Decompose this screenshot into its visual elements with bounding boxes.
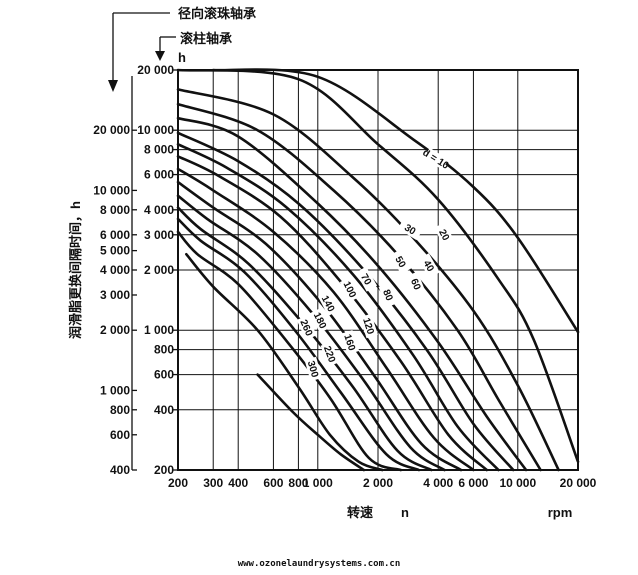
y-tick-label-ball: 3 000 <box>100 288 130 302</box>
roller-bearing-label: 滚柱轴承 <box>180 31 232 46</box>
y-tick-label-ball: 400 <box>110 463 130 477</box>
curve-label: 220 <box>321 345 337 365</box>
curve-label-bg <box>406 271 426 297</box>
curve-d-20 <box>176 68 580 463</box>
curve-d-260 <box>185 252 384 472</box>
curve-label: 40 <box>421 259 436 275</box>
y-ticks-roller: 200 400 600 800 1 000 2 000 3 000 4 000 6 000 8 0… <box>137 63 178 477</box>
x-tick-label: 20 000 <box>560 476 597 490</box>
x-tick-label: 6 000 <box>458 476 488 490</box>
curve-label: 80 <box>380 288 395 303</box>
curve-label-bg <box>320 341 340 367</box>
curve-label-bg <box>418 253 440 279</box>
y-tick-label-ball: 8 000 <box>100 203 130 217</box>
x-tick-label: 300 <box>203 476 223 490</box>
curve-d-80 <box>176 155 489 472</box>
curve-label: 120 <box>360 317 376 337</box>
curve-d-100 <box>176 167 475 472</box>
y-tick-label-roller: 20 000 <box>137 63 174 77</box>
x-tick-label: 1 000 <box>303 476 333 490</box>
curve-label: 50 <box>392 255 407 271</box>
y-axis-title: 润滑脂更换间隔时间，h <box>68 201 83 339</box>
x-tick-label: 2 000 <box>363 476 393 490</box>
y-tick-label-roller: 4 000 <box>144 203 174 217</box>
x-axis-unit: rpm <box>548 505 573 520</box>
x-tick-label: 4 000 <box>423 476 453 490</box>
y-tick-label-ball: 1 000 <box>100 383 130 397</box>
y-tick-label-ball: 2 000 <box>100 323 130 337</box>
y-tick-label-roller: 3 000 <box>144 228 174 242</box>
x-tick-label: 10 000 <box>499 476 536 490</box>
y-tick-label-ball: 20 000 <box>93 123 130 137</box>
y-tick-label-roller: 10 000 <box>137 123 174 137</box>
y-tick-label-roller: 8 000 <box>144 143 174 157</box>
curve-d-160 <box>176 206 433 472</box>
y-tick-label-ball: 6 000 <box>100 228 130 242</box>
curve-label-bg <box>378 282 398 308</box>
y-tick-label-roller: 200 <box>154 463 174 477</box>
roller-bearing-arrow-icon <box>155 51 165 61</box>
y-tick-label-ball: 10 000 <box>93 183 130 197</box>
curve-label-bg <box>339 276 361 302</box>
curve-label-bg <box>310 307 331 333</box>
x-tick-label: 200 <box>168 476 188 490</box>
curve-label: 160 <box>341 333 357 353</box>
y-tick-label-roller: 800 <box>154 343 174 357</box>
y-tick-label-ball: 600 <box>110 428 130 442</box>
x-axis-symbol: n <box>401 505 409 520</box>
watermark-url: www.ozonelaundrysystems.com.cn <box>238 559 401 569</box>
x-tick-label: 400 <box>228 476 248 490</box>
y-tick-label-roller: 600 <box>154 368 174 382</box>
unit-h-label: h <box>178 50 186 65</box>
y-tick-label-ball: 4 000 <box>100 263 130 277</box>
grid <box>177 69 579 471</box>
y-tick-label-roller: 6 000 <box>144 168 174 182</box>
y-tick-label-ball: 5 000 <box>100 244 130 258</box>
curve-label-bg <box>397 218 423 241</box>
y-tick-label-roller: 1 000 <box>144 323 174 337</box>
ball-bearing-arrow-icon <box>108 80 118 92</box>
y-tick-label-roller: 2 000 <box>144 263 174 277</box>
curve-label-bg <box>390 249 412 275</box>
curve-d-70 <box>176 143 500 472</box>
curve-label: d = 10 <box>420 147 450 172</box>
curve-label-bg <box>340 329 360 355</box>
curve-d-220 <box>176 230 403 472</box>
curve-label: 20 <box>436 228 451 243</box>
x-tick-label: 800 <box>288 476 308 490</box>
curve-label: 300 <box>305 360 320 379</box>
curve-d-180 <box>176 217 421 472</box>
curve-d-50 <box>176 116 528 472</box>
curve-label-bg <box>423 147 449 170</box>
curve-label-bg <box>359 313 378 339</box>
curve-label-bg <box>296 315 317 341</box>
curve-label-bg <box>355 266 378 292</box>
curve-label: 70 <box>358 272 373 288</box>
curve-label: 60 <box>408 277 423 292</box>
x-axis-title: 转速 <box>347 505 373 520</box>
curve-d-10 <box>211 68 580 334</box>
x-tick-label: 600 <box>263 476 283 490</box>
y-tick-label-roller: 400 <box>154 403 174 417</box>
curve-label-bg <box>304 356 323 382</box>
curve-label-bg <box>434 222 455 248</box>
curve-label-bg <box>317 290 339 317</box>
header-arrows <box>108 12 176 92</box>
y-tick-label-ball: 800 <box>110 403 130 417</box>
y-ticks-ball: 400 600 800 1 000 2 000 3 000 4 000 5 000 6 000 8… <box>93 123 137 477</box>
curve-d-300 <box>256 373 366 472</box>
ball-bearing-label: 径向滚珠轴承 <box>178 6 256 21</box>
